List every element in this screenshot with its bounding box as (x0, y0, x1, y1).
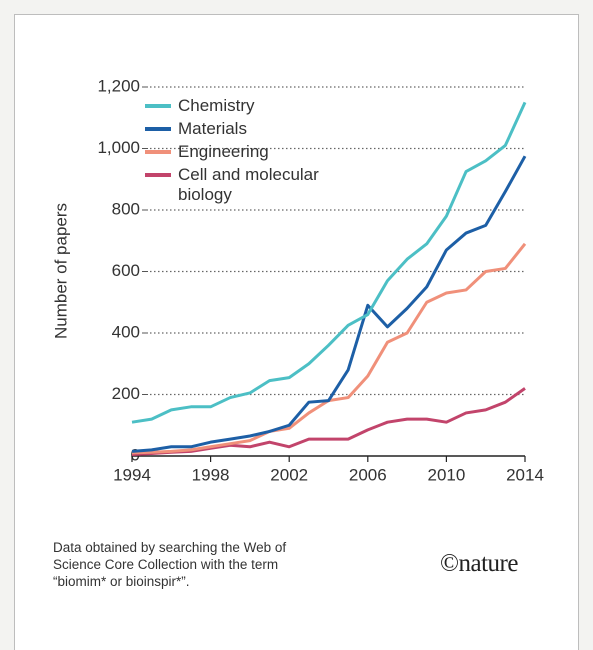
y-axis-label: Number of papers (51, 203, 70, 339)
x-tick-label: 2006 (349, 465, 387, 484)
y-tick-label: 1,000 (97, 138, 140, 157)
legend-swatch (145, 104, 171, 108)
legend-swatch (145, 127, 171, 131)
line (131, 387, 526, 456)
logo: ©nature (440, 550, 518, 577)
y-tick-label: 400 (112, 322, 140, 341)
caption: Data obtained by searching the Web of Sc… (53, 540, 287, 589)
y-tick-label: 600 (112, 261, 140, 280)
legend-swatch (145, 173, 171, 177)
legend-item: Chemistry (145, 96, 358, 116)
line (131, 155, 527, 453)
y-tick-label: 1,200 (97, 76, 140, 95)
x-tick-label: 1994 (113, 465, 151, 484)
legend: Chemistry Materials Engineering Cell and mo… (145, 96, 358, 208)
legend-label: Engineering (178, 142, 269, 161)
panel (14, 14, 579, 650)
legend-item: Engineering (145, 142, 358, 162)
x-tick-label: 2014 (506, 465, 544, 484)
legend-label: Chemistry (178, 96, 255, 115)
legend-item: Cell and molecular biology (145, 165, 358, 205)
line (131, 242, 527, 455)
x-tick-label: 1998 (192, 465, 230, 484)
legend-label: Materials (178, 119, 247, 138)
line (131, 101, 527, 424)
legend-swatch (145, 150, 171, 154)
x-tick-label: 2002 (270, 465, 308, 484)
legend-item: Materials (145, 119, 358, 139)
x-tick-label: 2010 (427, 465, 465, 484)
y-tick-label: 800 (112, 199, 140, 218)
legend-label: Cell and molecular biology (178, 165, 319, 204)
y-tick-label: 200 (112, 384, 140, 403)
